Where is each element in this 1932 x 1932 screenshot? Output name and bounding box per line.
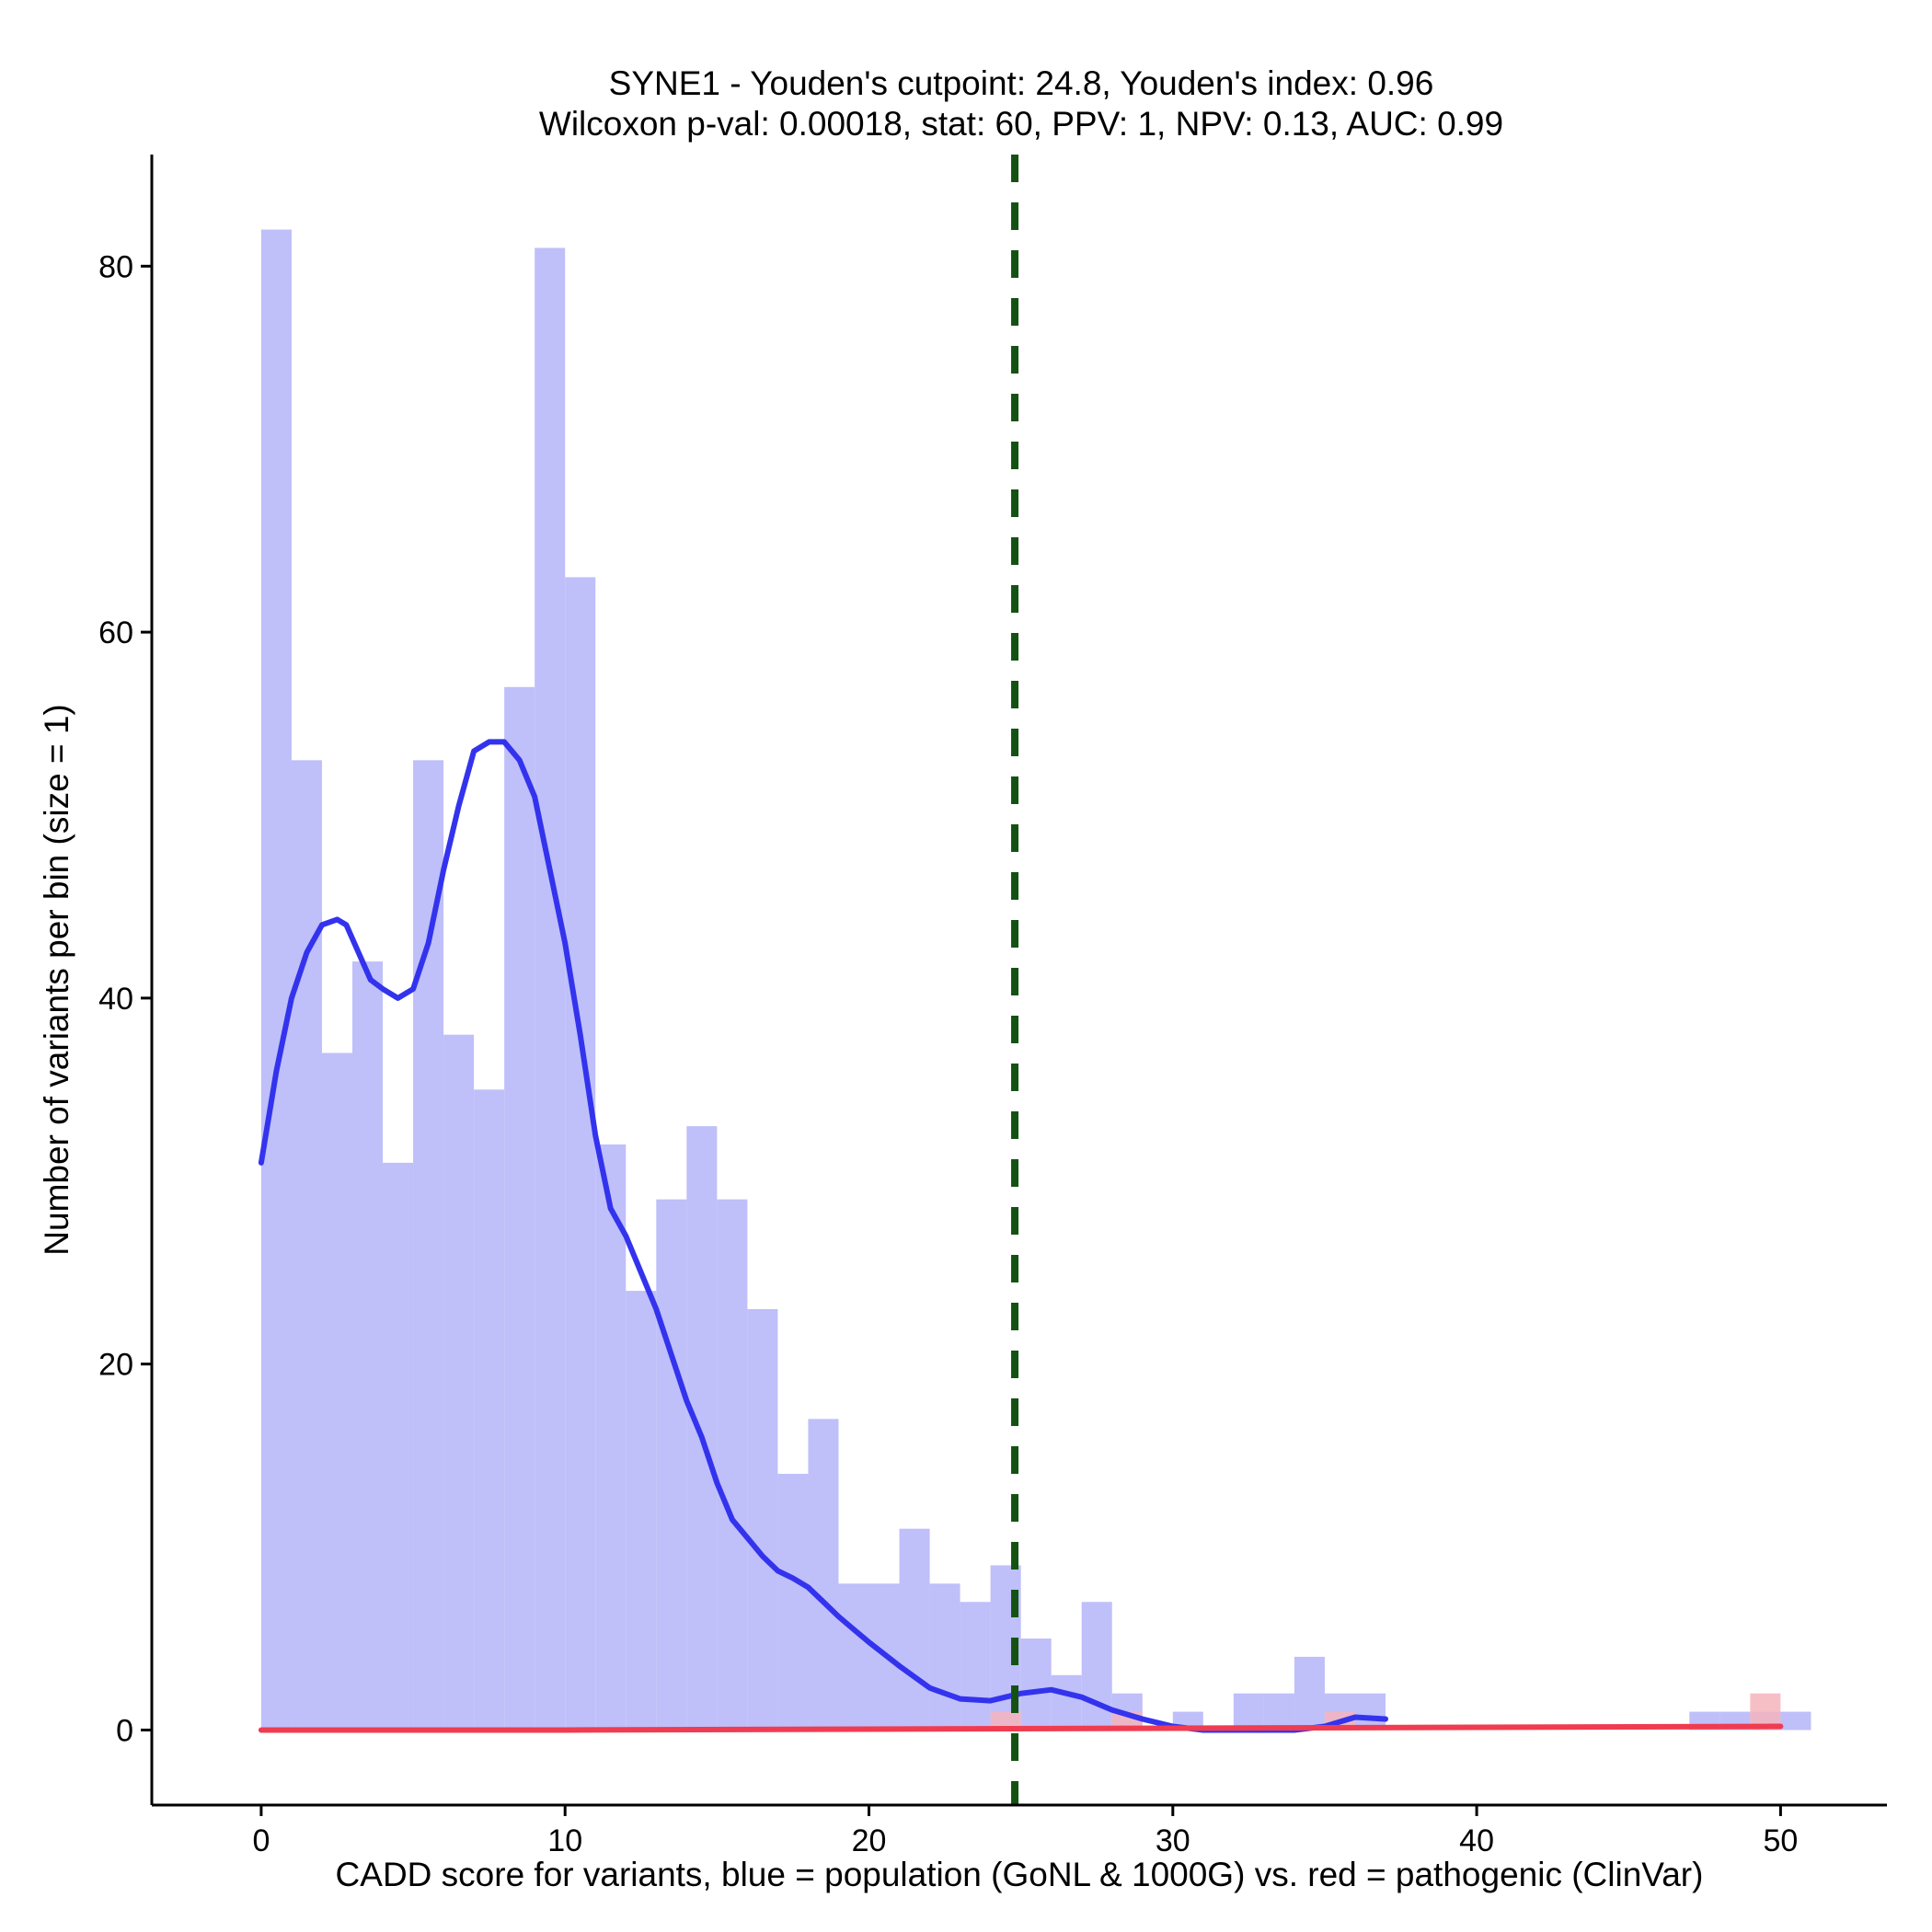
population-bar: [899, 1528, 930, 1731]
population-bar: [1780, 1711, 1811, 1731]
population-bar: [351, 961, 384, 1731]
population-bar: [443, 1034, 475, 1731]
population-bar: [504, 686, 535, 1731]
y-tick-label: 0: [116, 1713, 133, 1748]
y-tick-label: 80: [98, 249, 133, 284]
population-density-line: [258, 739, 1388, 1733]
population-bar: [808, 1419, 839, 1731]
population-bar: [838, 1583, 869, 1731]
x-tick-label: 0: [252, 1823, 270, 1858]
population-bar: [717, 1199, 748, 1731]
population-bar: [960, 1602, 991, 1731]
population-bar: [321, 1052, 352, 1731]
population-bar: [291, 760, 322, 1731]
population-bar: [565, 577, 596, 1731]
population-bar: [1354, 1693, 1386, 1731]
population-bar: [777, 1474, 809, 1731]
y-axis-ticks: 0 20 40 60 80: [98, 249, 152, 1748]
population-bar: [929, 1583, 960, 1731]
y-tick-label: 20: [98, 1348, 133, 1383]
population-bar: [260, 229, 292, 1731]
x-tick-label: 20: [852, 1823, 887, 1858]
population-bar: [1233, 1693, 1264, 1731]
population-bar: [747, 1309, 778, 1731]
y-tick-label: 40: [98, 982, 133, 1017]
x-tick-label: 50: [1763, 1823, 1798, 1858]
population-bar: [413, 760, 444, 1731]
y-axis-title: Number of variants per bin (size = 1): [38, 704, 75, 1255]
y-tick-label: 60: [98, 615, 133, 650]
population-bar: [1263, 1693, 1294, 1731]
x-tick-label: 40: [1459, 1823, 1494, 1858]
chart-title-line2: Wilcoxon p-val: 0.00018, stat: 60, PPV: …: [539, 105, 1503, 143]
population-bar: [383, 1162, 414, 1731]
pathogenic-density-line: [258, 1723, 1784, 1733]
population-bar: [535, 247, 566, 1731]
population-bar: [686, 1126, 718, 1731]
population-bar: [1294, 1656, 1325, 1731]
x-axis-ticks: 0 10 20 30 40 50: [252, 1805, 1798, 1858]
population-bar: [1051, 1674, 1082, 1731]
x-axis-title: CADD score for variants, blue = populati…: [336, 1856, 1704, 1893]
pathogenic-bar: [990, 1711, 1021, 1731]
population-bar: [656, 1199, 687, 1731]
population-bar: [595, 1144, 627, 1731]
population-bars: [260, 229, 1811, 1731]
population-bar: [626, 1291, 657, 1731]
population-bar: [474, 1089, 505, 1731]
x-tick-label: 10: [547, 1823, 582, 1858]
population-bar: [1020, 1639, 1052, 1731]
x-tick-label: 30: [1156, 1823, 1190, 1858]
chart-title-line1: SYNE1 - Youden's cutpoint: 24.8, Youden'…: [609, 64, 1434, 102]
